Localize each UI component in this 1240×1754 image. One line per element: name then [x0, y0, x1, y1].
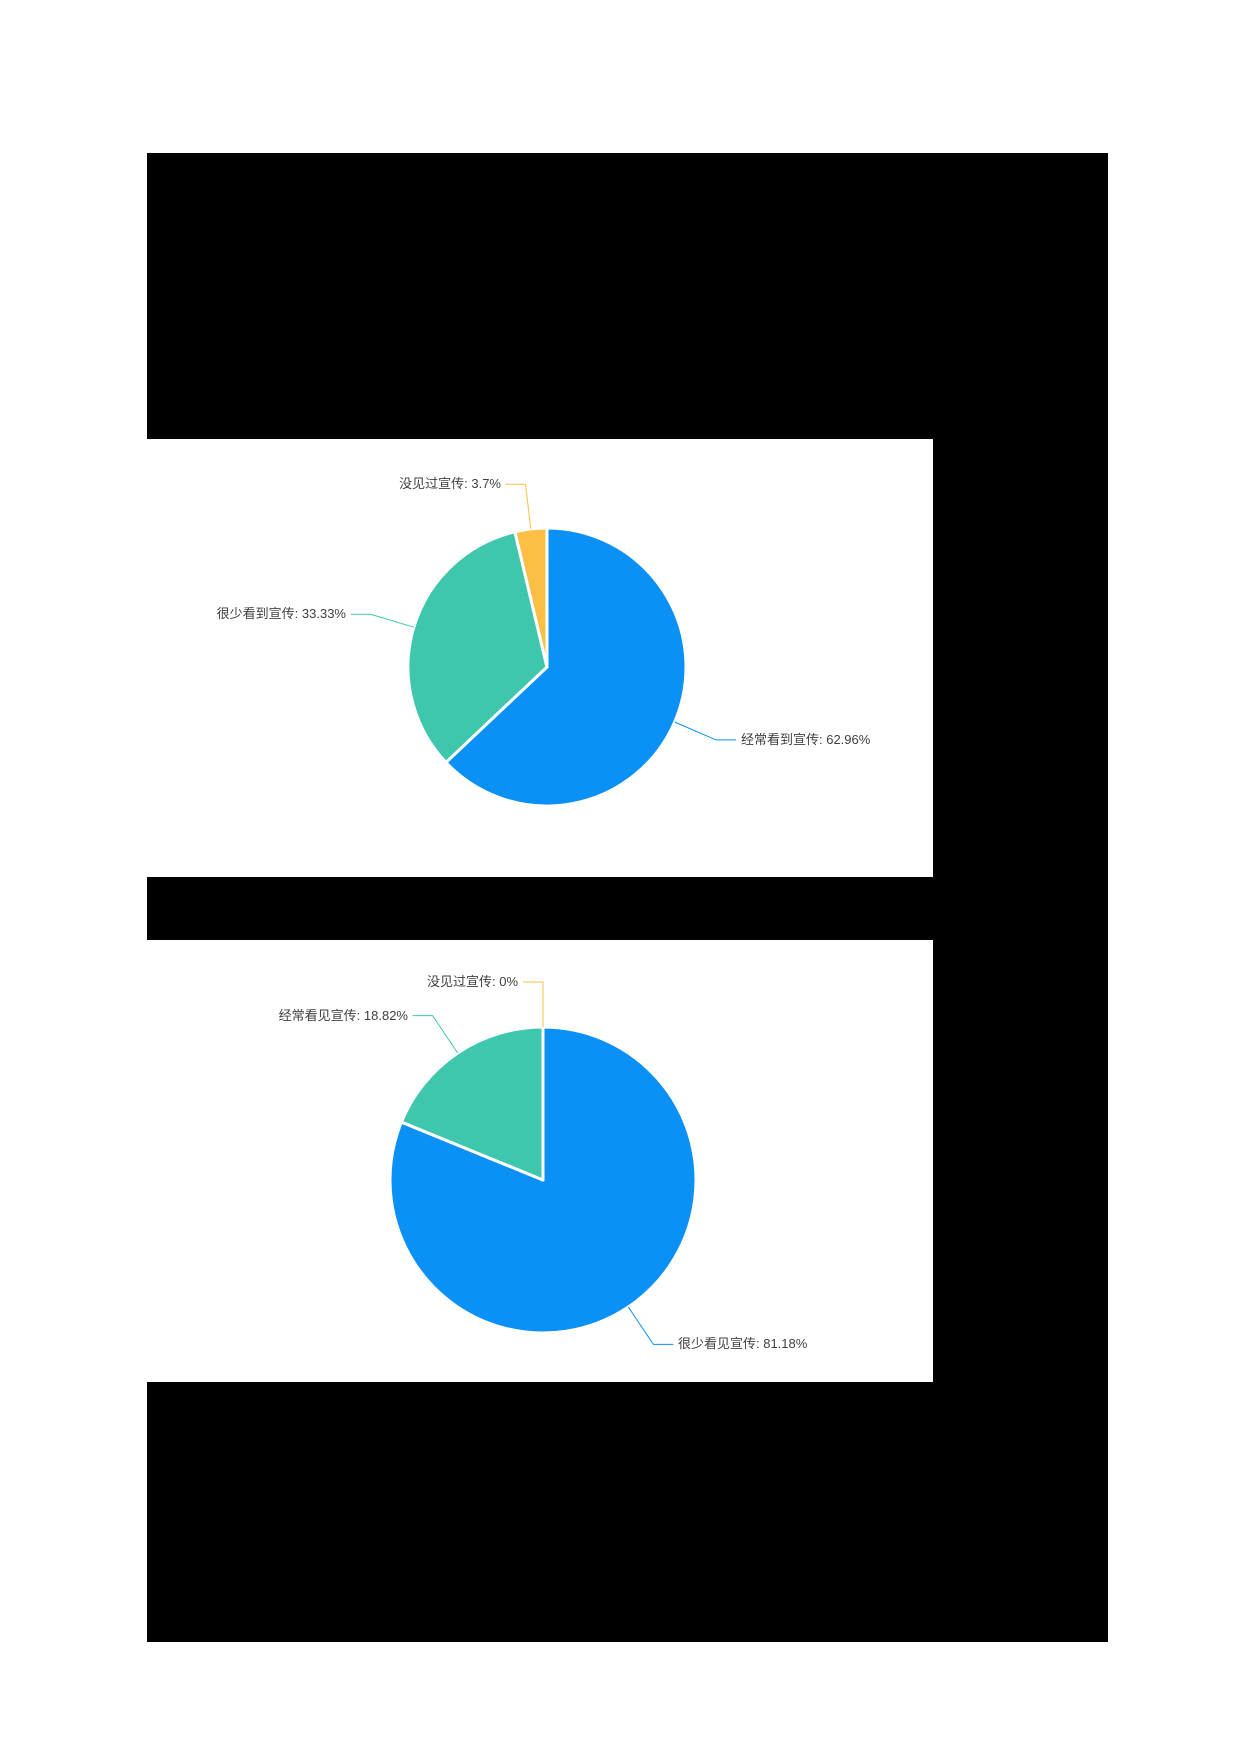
- leader-line: [412, 1015, 459, 1054]
- pie-label: 经常看到宣传: 62.96%: [741, 732, 871, 747]
- pie-slice: [406, 530, 549, 764]
- chart-panel-bottom: 很少看见宣传: 81.18% 经常看见宣传: 18.82% 没见过宣传: 0%: [147, 940, 933, 1382]
- pie-label: 没见过宣传: 0%: [426, 974, 518, 989]
- pie-chart-bottom: [388, 981, 698, 1345]
- leader-line: [627, 1306, 674, 1345]
- leader-line: [350, 613, 414, 628]
- black-canvas: [147, 153, 1108, 1642]
- pie-label: 很少看到宣传: 33.33%: [216, 606, 346, 621]
- pie-slice: [513, 526, 549, 669]
- pie-label: 经常看见宣传: 18.82%: [278, 1008, 408, 1023]
- leader-line: [505, 483, 532, 529]
- pie-label: 没见过宣传: 3.7%: [399, 476, 501, 491]
- leader-line: [523, 981, 544, 1027]
- leader-line: [674, 721, 736, 741]
- chart-panel-top: 经常看到宣传: 62.96% 很少看到宣传: 33.33% 没见过宣传: 3.7%: [147, 439, 933, 877]
- pie-label: 很少看见宣传: 81.18%: [678, 1336, 808, 1351]
- pie-chart-top: [350, 483, 736, 808]
